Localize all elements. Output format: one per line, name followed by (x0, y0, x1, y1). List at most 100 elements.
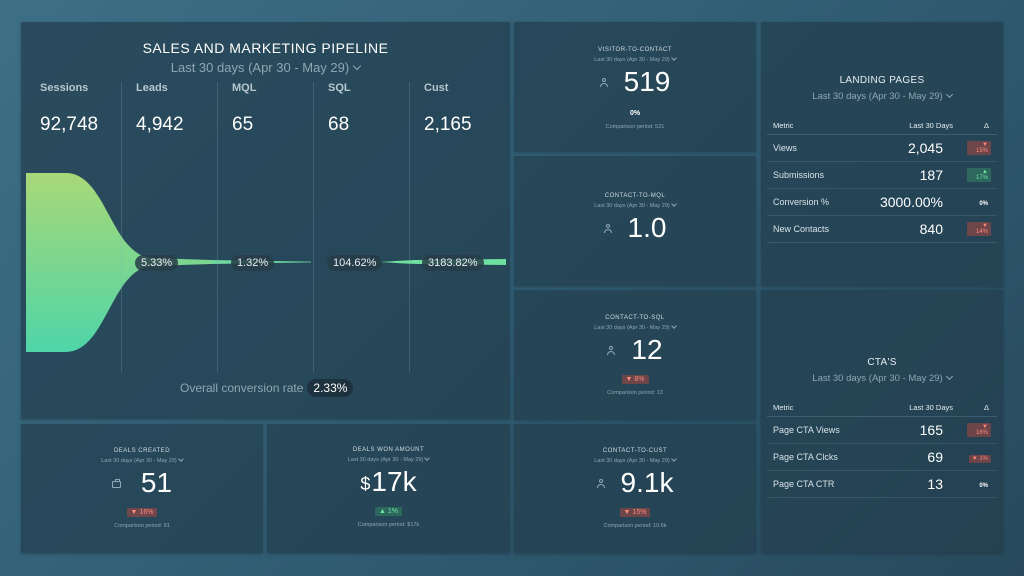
metric-value: 519 (623, 66, 671, 97)
contact-to-sql-card: CONTACT-TO-SQL Last 30 days (Apr 30 - Ma… (514, 290, 756, 420)
metric-value: 3000.00% (847, 188, 961, 216)
funnel-segment-sessions (26, 173, 211, 352)
pipeline-date-range[interactable]: Last 30 days (Apr 30 - May 29) (21, 60, 510, 75)
contact-icon (596, 478, 605, 488)
column-header: Last 30 Days (875, 403, 961, 417)
column-header: Metric (767, 121, 848, 135)
column-header: Δ (961, 121, 997, 135)
stage-value: 2,165 (424, 114, 472, 135)
stage-label: SQL (328, 82, 351, 94)
chevron-down-icon (670, 323, 677, 329)
stage-mql: MQL 65 (232, 82, 256, 136)
pipeline-card: SALES AND MARKETING PIPELINE Last 30 day… (21, 22, 510, 419)
stage-label: MQL (232, 82, 257, 94)
card-date-range[interactable]: Last 30 days (Apr 30 - May 29) (267, 455, 510, 463)
delta-badge: ▲ 17% (967, 168, 991, 182)
stage-sessions: Sessions 92,748 (40, 82, 98, 136)
card-title: CONTACT-TO-CUST (602, 448, 668, 454)
card-title: LANDING PAGES (839, 75, 925, 86)
card-title: CONTACT-TO-MQL (604, 193, 666, 199)
briefcase-icon (111, 478, 121, 488)
card-date-range[interactable]: Last 30 days (Apr 30 - May 29) (514, 456, 756, 464)
stage-value: 68 (328, 114, 350, 135)
landing-pages-table: Metric Last 30 Days Δ Views 2,045 ▼ 15% … (767, 121, 997, 243)
delta-badge: 0% (979, 482, 988, 489)
pipeline-date-range-label: Last 30 days (Apr 30 - May 29) (170, 60, 350, 75)
date-range-label: Last 30 days (Apr 30 - May 29) (594, 458, 670, 464)
overall-conversion-value: 2.33% (307, 379, 354, 397)
metric-value: 1.0 (627, 212, 667, 243)
card-title: VISITOR-TO-CONTACT (598, 47, 672, 53)
date-range-label: Last 30 days (Apr 30 - May 29) (812, 373, 943, 384)
comparison-period: Comparison period: 61 (114, 523, 170, 529)
overall-conversion-label: Overall conversion rate (180, 381, 304, 395)
deals-won-card: DEALS WON AMOUNT Last 30 days (Apr 30 - … (267, 424, 510, 553)
metric-value: 187 (847, 161, 961, 189)
card-date-range[interactable]: Last 30 days (Apr 30 - May 29) (761, 90, 1003, 102)
metric-name: Views (767, 134, 848, 162)
metric-value: 17k (371, 466, 417, 497)
contact-icon (599, 77, 608, 87)
card-title: CTA'S (867, 357, 897, 368)
date-range-label: Last 30 days (Apr 30 - May 29) (347, 457, 424, 463)
metric-value: 12 (631, 334, 663, 365)
overall-conversion: Overall conversion rate 2.33% (180, 379, 354, 397)
stage-divider (409, 82, 410, 372)
column-header: Metric (767, 403, 876, 417)
stage-divider (121, 82, 122, 372)
change-badge: ▼ 8% (621, 375, 649, 384)
pipeline-title: SALES AND MARKETING PIPELINE (142, 40, 389, 56)
chevron-down-icon (945, 90, 953, 99)
column-header: Last 30 Days (847, 121, 961, 135)
stage-label: Sessions (40, 82, 89, 94)
chevron-down-icon (670, 456, 677, 462)
card-date-range[interactable]: Last 30 days (Apr 30 - May 29) (21, 456, 263, 464)
metric-value: 2,045 (847, 134, 961, 162)
card-date-range[interactable]: Last 30 days (Apr 30 - May 29) (514, 55, 756, 63)
metric-name: Page CTA Clcks (767, 443, 876, 471)
metric-value: 69 (875, 443, 961, 471)
contact-icon (603, 223, 612, 233)
table-row: Conversion % 3000.00% 0% (767, 188, 997, 216)
conversion-rate-sql: 104.62% (327, 255, 383, 271)
stage-label: Leads (136, 82, 168, 94)
metric-value: 840 (847, 215, 961, 243)
metric-value: 165 (875, 416, 961, 444)
currency-symbol: $ (360, 473, 371, 494)
delta-badge: ▼ 14% (967, 222, 991, 236)
ctas-card: CTA'S Last 30 days (Apr 30 - May 29) Met… (761, 290, 1003, 553)
conversion-rate-mql: 1.32% (231, 255, 275, 271)
stage-leads: Leads 4,942 (136, 82, 184, 136)
chevron-down-icon (177, 456, 184, 462)
card-date-range[interactable]: Last 30 days (Apr 30 - May 29) (514, 201, 756, 209)
chevron-down-icon (945, 372, 953, 381)
stage-value: 4,942 (136, 114, 184, 135)
table-header-row: Metric Last 30 Days Δ (767, 121, 997, 135)
landing-pages-card: LANDING PAGES Last 30 days (Apr 30 - May… (761, 22, 1003, 286)
stage-divider (313, 82, 314, 372)
card-title: DEALS WON AMOUNT (352, 447, 425, 453)
chevron-down-icon (670, 201, 677, 207)
date-range-label: Last 30 days (Apr 30 - May 29) (101, 458, 177, 464)
card-title: CONTACT-TO-SQL (605, 315, 665, 321)
card-date-range[interactable]: Last 30 days (Apr 30 - May 29) (514, 323, 756, 331)
column-header: Δ (961, 403, 997, 417)
delta-badge: 0% (979, 200, 988, 207)
change-badge: 0% (629, 110, 641, 117)
contact-to-mql-card: CONTACT-TO-MQL Last 30 days (Apr 30 - Ma… (514, 156, 756, 286)
chevron-down-icon (670, 55, 677, 61)
delta-badge: ▼ 15% (967, 141, 991, 155)
deals-created-card: DEALS CREATED Last 30 days (Apr 30 - May… (21, 424, 263, 553)
metric-name: New Contacts (767, 215, 848, 243)
conversion-rate-leads: 5.33% (135, 255, 179, 271)
stage-value: 65 (232, 114, 254, 135)
stage-value: 92,748 (40, 114, 99, 135)
table-row: Page CTA Views 165 ▼ 16% (767, 416, 997, 444)
metric-value: 13 (875, 470, 961, 498)
stage-sql: SQL 68 (328, 82, 351, 136)
table-row: Views 2,045 ▼ 15% (767, 134, 997, 162)
chevron-down-icon (424, 455, 431, 461)
table-row: Page CTA CTR 13 0% (767, 470, 997, 498)
card-date-range[interactable]: Last 30 days (Apr 30 - May 29) (761, 372, 1003, 384)
date-range-label: Last 30 days (Apr 30 - May 29) (594, 203, 670, 209)
